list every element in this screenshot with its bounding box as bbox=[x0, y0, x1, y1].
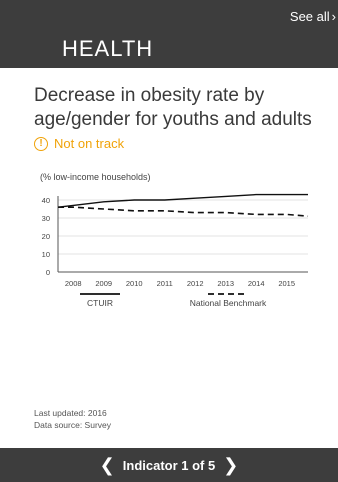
y-tick-label: 0 bbox=[46, 268, 50, 277]
series-line bbox=[57, 193, 308, 208]
x-tick-label: 2011 bbox=[157, 279, 173, 288]
status-label: Not on track bbox=[54, 136, 125, 151]
y-tick-label: 40 bbox=[42, 196, 50, 205]
chevron-right-icon: › bbox=[331, 9, 336, 24]
exclamation-circle-icon: ! bbox=[34, 136, 48, 151]
x-tick-label: 2012 bbox=[187, 279, 204, 288]
meta-info: Last updated: 2016 Data source: Survey bbox=[34, 407, 111, 431]
indicator-card: Decrease in obesity rate by age/gender f… bbox=[34, 84, 324, 151]
chart-title: (% low-income households) bbox=[40, 172, 151, 182]
x-tick-label: 2015 bbox=[278, 279, 295, 288]
chevron-left-icon[interactable]: ❮ bbox=[99, 455, 115, 475]
legend-label: CTUIR bbox=[87, 298, 113, 308]
last-updated-text: Last updated: 2016 bbox=[34, 408, 107, 418]
see-all-link[interactable]: See all › bbox=[290, 9, 336, 24]
indicator-title: Decrease in obesity rate by age/gender f… bbox=[34, 85, 312, 130]
x-tick-label: 2013 bbox=[217, 279, 234, 288]
page-title: HEALTH bbox=[62, 36, 154, 61]
chevron-right-icon[interactable]: ❯ bbox=[223, 455, 239, 475]
indicator-pager: ❮ Indicator 1 of 5 ❯ bbox=[0, 448, 338, 482]
x-tick-label: 2008 bbox=[65, 279, 82, 288]
x-tick-label: 2009 bbox=[95, 279, 112, 288]
status-badge: ! Not on track bbox=[34, 136, 324, 151]
x-tick-label: 2010 bbox=[126, 279, 143, 288]
see-all-label: See all bbox=[289, 9, 330, 24]
y-tick-label: 10 bbox=[42, 250, 50, 259]
y-tick-label: 30 bbox=[42, 214, 50, 223]
series-line bbox=[58, 206, 309, 217]
legend-label: National Benchmark bbox=[190, 298, 267, 308]
header-bar: See all › HEALTH bbox=[0, 0, 338, 68]
y-tick-label: 20 bbox=[42, 232, 50, 241]
chart: (% low-income households) 40 30 20 10 0 2008 20… bbox=[30, 168, 320, 328]
data-source-text: Data source: Survey bbox=[34, 420, 112, 430]
x-tick-label: 2014 bbox=[248, 279, 265, 288]
pager-label: Indicator 1 of 5 bbox=[122, 457, 216, 473]
